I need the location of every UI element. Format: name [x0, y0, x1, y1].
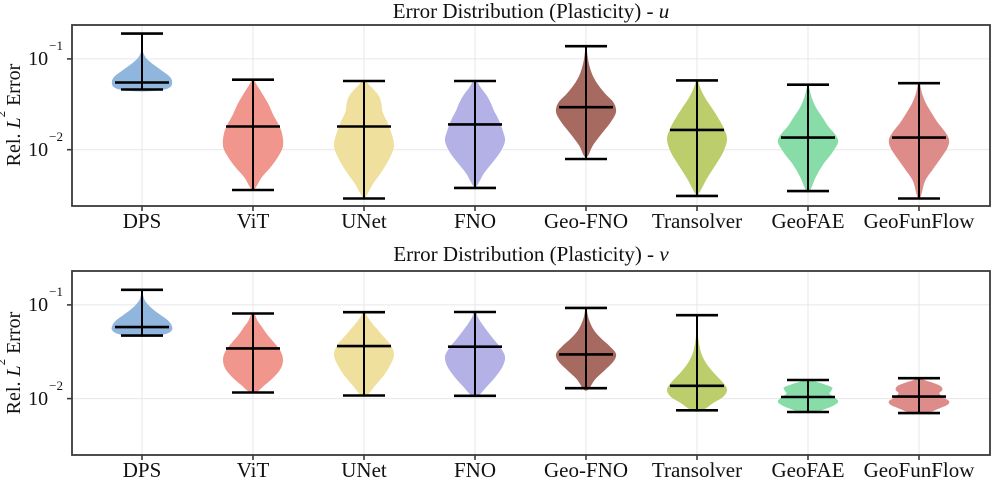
- ylabel-exponent: 2: [0, 359, 8, 366]
- x-label-vit: ViT: [237, 209, 270, 233]
- ytick-base: 10: [28, 388, 49, 410]
- ytick-base: 10: [28, 139, 49, 161]
- ytick-base: 10: [28, 294, 49, 316]
- ylabel-symbol: L: [3, 117, 25, 129]
- x-label-dps: DPS: [123, 458, 162, 482]
- panel-v-title: Error Distribution (Plasticity) - v: [72, 241, 990, 267]
- ytick-exponent: −1: [49, 284, 63, 300]
- panel-u: DPS ViT UNet FNO Geo-FNO Transolver GeoFAE GeoF…: [67, 24, 991, 233]
- x-label-geofae: GeoFAE: [771, 209, 844, 233]
- ytick-base: 10: [28, 48, 49, 70]
- x-label-fno: FNO: [454, 458, 496, 482]
- panel-u-title-variable: u: [658, 0, 670, 23]
- x-label-geofunflow: GeoFunFlow: [864, 209, 976, 233]
- x-label-geo-fno: Geo-FNO: [544, 458, 628, 482]
- x-label-vit: ViT: [237, 458, 270, 482]
- ylabel-exponent: 2: [0, 111, 8, 118]
- x-label-unet: UNet: [341, 209, 387, 233]
- x-label-fno: FNO: [454, 209, 496, 233]
- panel-v-ytick-1e-2: 10−2: [8, 379, 63, 410]
- panel-v-title-variable: v: [659, 242, 669, 266]
- x-label-dps: DPS: [123, 209, 162, 233]
- x-label-unet: UNet: [341, 458, 387, 482]
- x-label-geofunflow: GeoFunFlow: [864, 458, 976, 482]
- ylabel-post: Error: [3, 63, 25, 111]
- ylabel-post: Error: [3, 311, 25, 359]
- ytick-exponent: −2: [49, 378, 63, 394]
- panel-v-title-text: Error Distribution (Plasticity) -: [393, 242, 660, 266]
- panel-u-ytick-1e-2: 10−2: [8, 130, 63, 161]
- ytick-exponent: −2: [49, 129, 63, 145]
- x-label-geo-fno: Geo-FNO: [544, 209, 628, 233]
- x-label-transolver: Transolver: [652, 458, 742, 482]
- panel-u-title: Error Distribution (Plasticity) - u: [72, 0, 990, 24]
- x-label-transolver: Transolver: [652, 209, 742, 233]
- panel-v: DPS ViT UNet FNO Geo-FNO Transolver GeoFAE GeoF…: [67, 270, 991, 482]
- axes-spines: [71, 270, 991, 456]
- ytick-exponent: −1: [49, 38, 63, 54]
- panel-u-title-text: Error Distribution (Plasticity) -: [392, 0, 659, 23]
- ylabel-symbol: L: [3, 365, 25, 377]
- panel-u-ytick-1e-1: 10−1: [8, 39, 63, 70]
- axes-spines: [71, 24, 991, 207]
- panel-v-ytick-1e-1: 10−1: [8, 285, 63, 316]
- x-label-geofae: GeoFAE: [771, 458, 844, 482]
